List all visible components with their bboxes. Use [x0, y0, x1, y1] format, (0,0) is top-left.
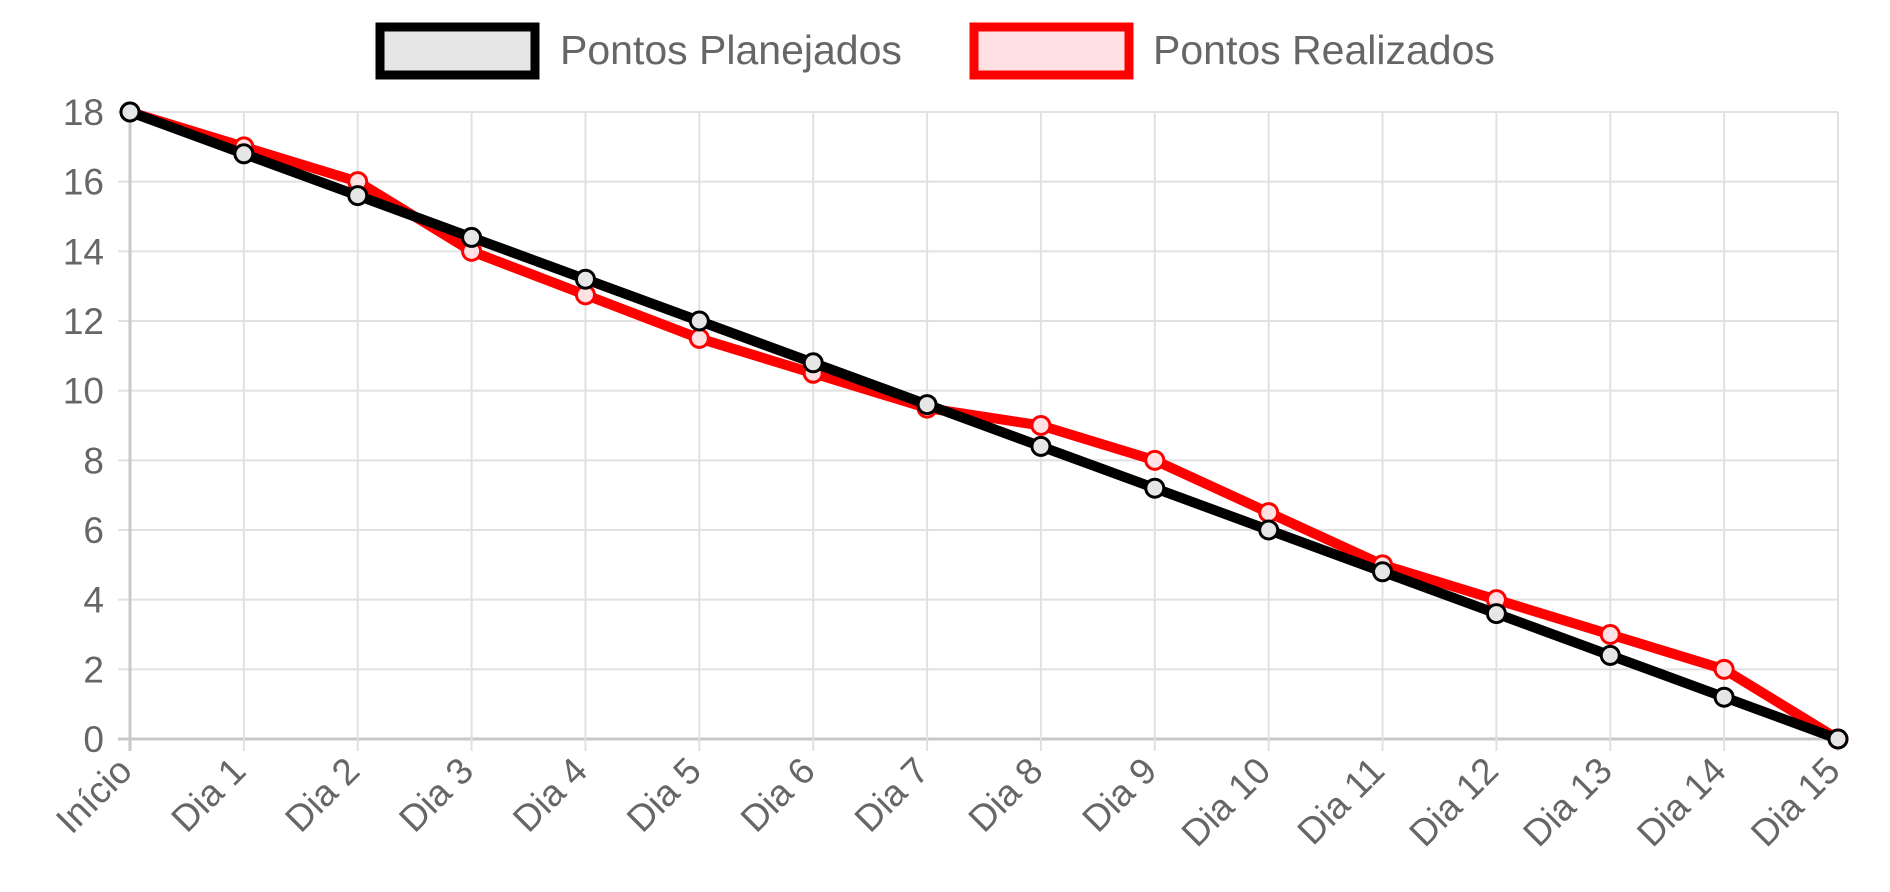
data-point [802, 352, 824, 374]
legend-swatch [969, 22, 1134, 80]
data-point [347, 185, 369, 207]
data-point [1713, 658, 1735, 680]
x-tick-label: Dia 8 [961, 750, 1051, 840]
data-point [1713, 686, 1735, 708]
legend-item: Pontos Realizados [969, 22, 1495, 80]
x-tick-label: Dia 12 [1401, 750, 1506, 855]
x-tick-label: Dia 4 [505, 750, 595, 840]
y-tick-label: 12 [63, 301, 104, 342]
grid-layer [118, 111, 1839, 751]
x-tick-label: Dia 15 [1743, 750, 1848, 855]
x-tick-label: Dia 13 [1515, 750, 1620, 855]
y-tick-label: 16 [63, 162, 104, 203]
x-tick-label: Dia 10 [1174, 750, 1279, 855]
data-point [1258, 502, 1280, 524]
y-tick-label: 10 [63, 371, 104, 412]
y-tick-label: 14 [63, 231, 104, 272]
series-planned [119, 101, 1849, 750]
legend-swatch [375, 22, 540, 80]
y-tick-label: 4 [83, 580, 104, 621]
data-point [1372, 561, 1394, 583]
series-layer [119, 101, 1849, 750]
y-tick-label: 0 [83, 719, 104, 760]
x-tick-label: Dia 9 [1074, 750, 1164, 840]
legend-item: Pontos Planejados [375, 22, 902, 80]
data-point [1258, 519, 1280, 541]
x-tick-label: Início [48, 750, 140, 842]
data-point [233, 143, 255, 165]
data-point [1599, 644, 1621, 666]
legend-label: Pontos Planejados [560, 27, 902, 73]
data-point [916, 394, 938, 416]
legend: Pontos Planejados Pontos Realizados [375, 22, 1495, 80]
data-point [1030, 435, 1052, 457]
x-tick-label: Dia 1 [163, 750, 253, 840]
data-point [574, 268, 596, 290]
data-point [1827, 728, 1849, 750]
series-line [125, 107, 1843, 744]
data-point [688, 327, 710, 349]
data-point [461, 226, 483, 248]
y-tick-label: 2 [83, 649, 104, 690]
x-tick-label: Dia 2 [277, 750, 367, 840]
x-tick-label: Dia 5 [619, 750, 709, 840]
y-tick-label: 8 [83, 440, 104, 481]
data-point [1030, 415, 1052, 436]
data-point [1144, 449, 1166, 471]
legend-label: Pontos Realizados [1153, 27, 1495, 73]
data-point [1599, 624, 1621, 645]
y-tick-label: 18 [63, 92, 104, 133]
x-tick-label: Dia 14 [1629, 750, 1734, 855]
x-tick-label: Dia 7 [847, 750, 937, 840]
data-point [1144, 477, 1166, 499]
y-tick-label: 6 [83, 510, 104, 551]
x-tick-label: Dia 11 [1290, 750, 1393, 853]
x-tick-label: Dia 6 [733, 750, 823, 840]
data-point [688, 310, 710, 332]
data-point [119, 101, 141, 123]
x-tick-label: Dia 3 [391, 750, 481, 840]
data-point [1485, 603, 1507, 625]
